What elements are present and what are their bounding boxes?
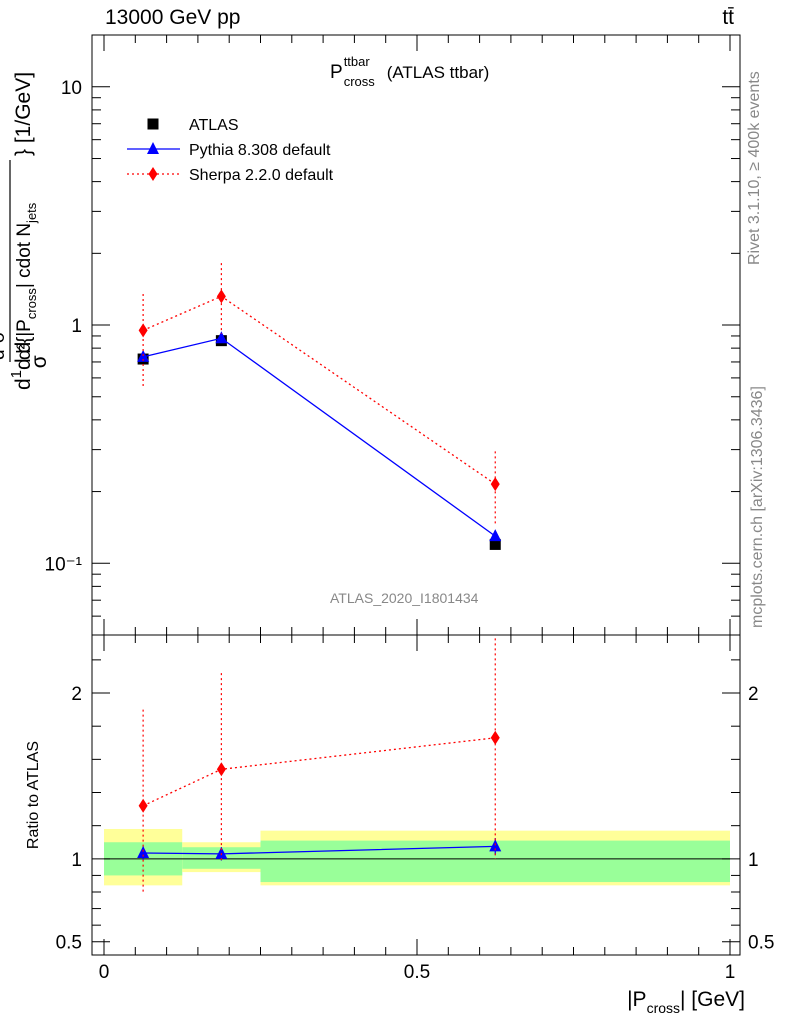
ratio-data-point bbox=[137, 846, 150, 859]
data-point bbox=[216, 289, 226, 304]
main-y-axis-title: d1dσdd²σfidd²{|Pcross| cdot Njets} [1/Ge… bbox=[0, 72, 51, 390]
data-point bbox=[490, 477, 500, 492]
plot-title-sub: cross bbox=[343, 74, 375, 89]
axis-tick-labels: 10⁻¹ 1 10 0.5 0.5 1 1 2 2 0 0.5 1 bbox=[45, 78, 775, 983]
ratio-y-tick-label: 0.5 bbox=[56, 933, 82, 954]
plot-title: P ttbar cross (ATLAS ttbar) bbox=[330, 54, 490, 89]
ratio-y-tick-label-right: 1 bbox=[748, 850, 759, 871]
ratio-data-point bbox=[490, 730, 500, 745]
plot-title-sup: ttbar bbox=[343, 54, 370, 69]
legend-entry-label: ATLAS bbox=[189, 117, 239, 134]
legend-marker bbox=[148, 167, 158, 181]
legend-marker bbox=[147, 118, 159, 130]
main-y-axis-unit: } [1/GeV] bbox=[12, 72, 35, 156]
x-tick-label: 1 bbox=[725, 962, 736, 983]
ratio-panel-frame bbox=[91, 634, 741, 956]
ratio-panel-series bbox=[137, 635, 502, 894]
ratio-data-point bbox=[216, 762, 226, 777]
ratio-y-tick-label: 1 bbox=[71, 850, 82, 871]
data-point bbox=[215, 331, 228, 344]
series-line bbox=[142, 295, 496, 485]
plot-title-suffix: (ATLAS ttbar) bbox=[386, 63, 490, 82]
x-tick-label: 0 bbox=[99, 962, 110, 983]
ratio-y-tick-label: 2 bbox=[71, 684, 82, 705]
header-final-state-label: tt̄ bbox=[722, 6, 734, 29]
legend-entry-label: Sherpa 2.2.0 default bbox=[189, 167, 334, 184]
ratio-data-point bbox=[489, 839, 502, 852]
ratio-y-axis-title: Ratio to ATLAS bbox=[25, 741, 42, 849]
ratio-y-tick-label-right: 0.5 bbox=[748, 933, 774, 954]
data-point bbox=[489, 529, 502, 542]
legend-marker bbox=[147, 142, 159, 154]
y-tick-label: 10⁻¹ bbox=[45, 554, 83, 575]
data-point bbox=[489, 538, 501, 550]
data-point bbox=[138, 323, 148, 338]
legend-entry-label: Pythia 8.308 default bbox=[189, 142, 331, 159]
legend: ATLAS Pythia 8.308 default Sherpa 2.2.0 de… bbox=[127, 117, 334, 184]
main-y-axis-denominator: d²{|Pcross| cdot Njets bbox=[14, 202, 39, 360]
ratio-y-tick-label-right: 2 bbox=[748, 684, 759, 705]
series-line bbox=[142, 337, 496, 537]
analysis-label: ATLAS_2020_I1801434 bbox=[330, 590, 479, 606]
ratio-series-line bbox=[142, 737, 496, 807]
ratio-data-point bbox=[215, 846, 228, 859]
axis-ticks bbox=[92, 35, 740, 955]
main-y-axis-numerator: d²σfid bbox=[0, 318, 9, 360]
y-tick-label: 1 bbox=[71, 316, 82, 337]
x-axis-title: |Pcross| [GeV] bbox=[627, 988, 745, 1016]
y-tick-label: 10 bbox=[61, 78, 82, 99]
x-tick-label: 0.5 bbox=[404, 962, 430, 983]
main-panel-series bbox=[137, 263, 502, 550]
panel-frames bbox=[91, 34, 741, 956]
header-process-label: 13000 GeV pp bbox=[105, 6, 241, 29]
plot-title-main: P bbox=[330, 62, 343, 83]
ratio-uncertainty-bands bbox=[104, 828, 730, 886]
ratio-data-point bbox=[138, 798, 148, 813]
